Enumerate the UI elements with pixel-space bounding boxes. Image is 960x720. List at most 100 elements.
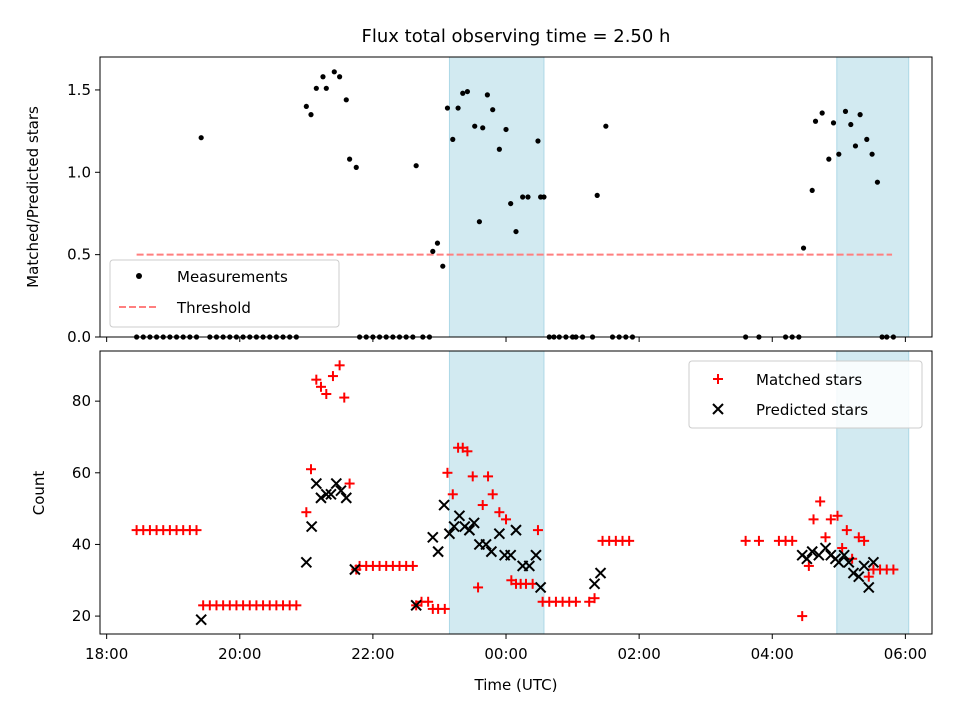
predicted-star-point [833,556,845,569]
predicted-star-point [315,492,327,504]
x-tick-label: 02:00 [618,645,661,663]
matched-star-point [494,507,505,518]
measurement-point [455,105,461,111]
y-tick-label: 0.0 [67,328,91,346]
matched-star-point [462,446,473,457]
matched-star-point [487,489,498,500]
matched-star-point [787,535,798,546]
measurement-point [353,164,359,170]
predicted-star-point [349,563,361,576]
measurement-point [869,151,875,157]
observing-window-1 [448,350,545,635]
x-tick-label: 04:00 [751,645,794,663]
measurement-point [603,123,609,129]
legend-matched-marker [713,374,723,384]
predicted-star-point [806,545,818,558]
matched-star-point [853,532,864,543]
ratio-panel: 0.0 0.5 1.0 1.5 Flux total observing time =… [24,26,933,346]
matched-star-point [532,525,543,536]
predicted-star-point [448,520,460,533]
predicted-star-point [853,570,865,583]
count-panel: 18:00 20:00 22:00 00:00 02:00 04:00 06:00 20 40… [30,350,933,694]
measurement-point [800,245,807,251]
ratio-x-ticks [106,337,906,342]
ratio-y-ticks: 0.0 0.5 1.0 1.5 [67,81,100,346]
x-tick-label: 18:00 [85,645,128,663]
matched-star-point [423,596,434,607]
matched-star-point [483,471,494,482]
matched-star-point [327,371,338,382]
matched-star-point [832,510,843,521]
measurement-points [134,69,896,340]
matched-star-point [863,571,874,582]
measurement-point [842,108,849,114]
measurement-point [198,135,204,141]
predicted-star-point [847,567,860,579]
matched-star-point [344,478,355,489]
matched-star-point [311,374,322,385]
predicted-star-point [438,499,450,511]
matched-star-point [442,467,453,478]
predicted-star-point [843,556,855,569]
predicted-star-point [523,560,536,572]
measurement-point [809,187,815,194]
predicted-star-point [427,531,439,543]
y-tick-label: 40 [72,535,91,553]
count-axes-frame [99,350,933,635]
matched-star-point [305,464,316,475]
legend-measurements-label: Measurements [177,268,288,286]
measurement-point [430,248,436,254]
matched-star-point [439,603,450,614]
count-legend-box [688,360,923,429]
predicted-star-point [432,545,444,558]
ratio-legend: Measurements Threshold [109,259,340,328]
predicted-star-point [410,599,422,612]
chart-title: Flux total observing time = 2.50 h [362,26,671,47]
predicted-star-point [335,485,347,497]
matched-star-point [808,514,819,525]
measurement-point [513,228,519,235]
legend-matched-label: Matched stars [756,371,862,389]
matched-star-point [837,543,848,554]
count-legend: Matched stars Predicted stars [688,360,923,429]
ratio-y-axis-label: Matched/Predicted stars [24,106,42,288]
ratio-axes-frame [99,56,933,338]
predicted-star-point [838,549,850,561]
matched-star-point [570,596,581,607]
measurement-point [852,143,859,149]
matched-star-point [740,535,751,546]
matched-star-point [841,525,852,536]
matched-star-point [467,471,478,482]
predicted-star-point [340,492,352,504]
measurement-point [812,118,819,124]
matched-star-point [815,496,826,507]
y-tick-label: 20 [72,607,91,625]
matched-star-point [407,560,418,571]
matched-star-point [888,564,899,575]
legend-measurements-marker [136,273,142,279]
measurement-point [323,85,329,91]
matched-star-point [321,388,332,399]
measurement-point [347,156,353,162]
predicted-star-point [453,510,466,522]
predicted-star-point [863,581,875,594]
predicted-star-point [480,538,492,551]
measurement-point [450,136,456,142]
predicted-star-point [534,581,547,594]
measurement-point [826,156,832,162]
matched-star-point [315,381,326,392]
predicted-stars-points [195,477,880,626]
measurement-point [476,219,482,225]
measurement-point [343,97,349,103]
matched-star-point [797,611,808,622]
y-tick-label: 1.0 [67,163,91,181]
measurement-point [444,105,451,111]
count-y-ticks: 20 40 60 80 [72,392,100,625]
x-tick-label: 20:00 [218,645,261,663]
measurement-point [830,120,837,126]
measurement-point [857,112,863,118]
matched-star-point [859,535,870,546]
y-tick-label: 0.5 [67,246,91,264]
measurement-point [464,88,471,95]
